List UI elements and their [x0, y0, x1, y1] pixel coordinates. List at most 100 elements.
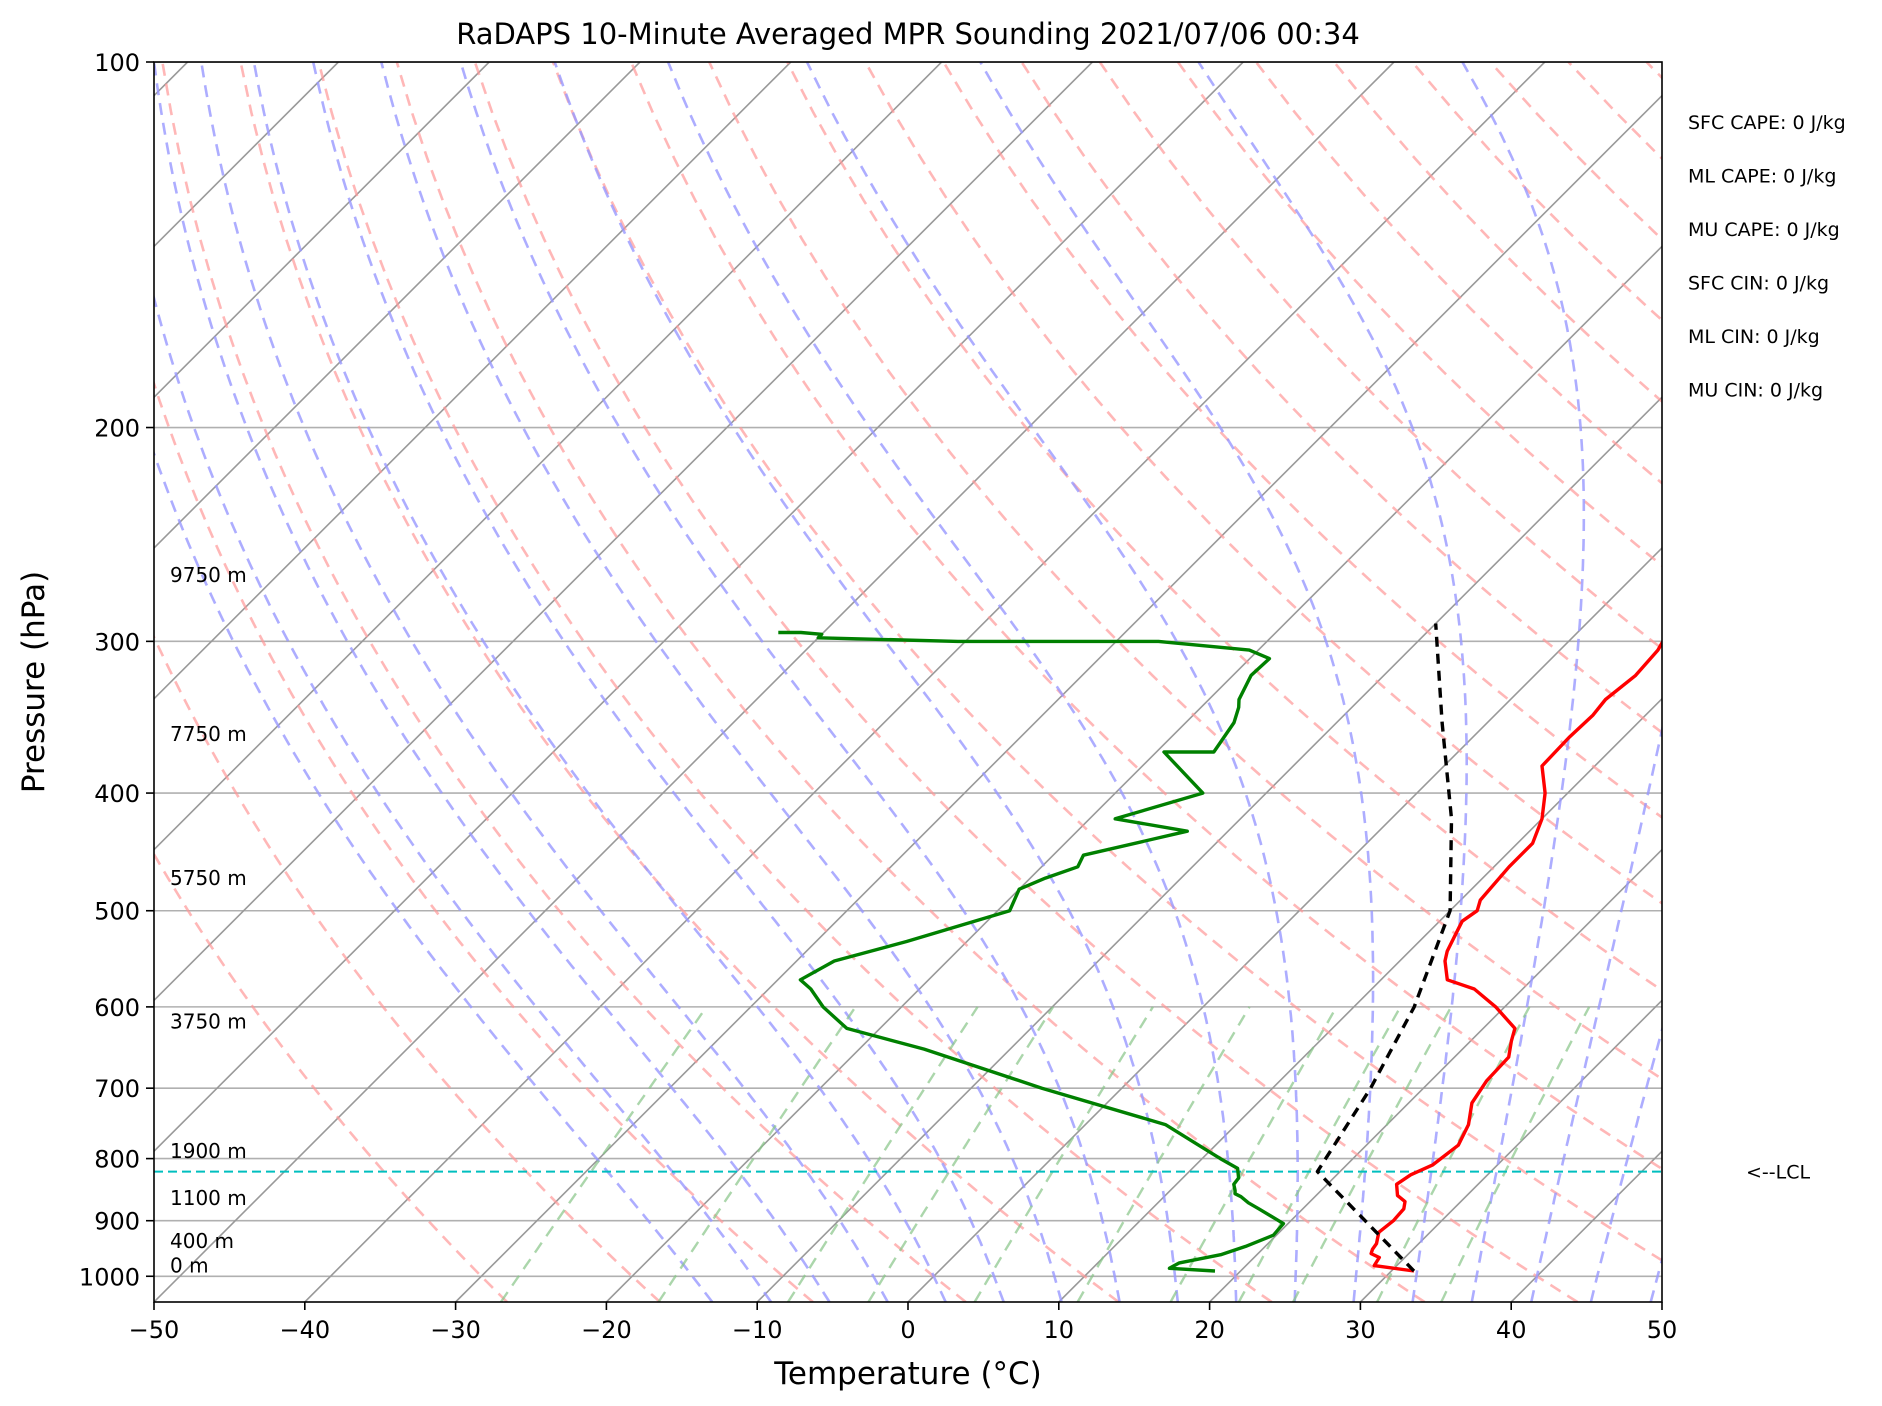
height-label: 0 m [170, 1253, 209, 1277]
mixing-ratio-line [786, 1006, 979, 1302]
dry-adiabat-line [1567, 62, 1662, 161]
moist-adiabat-line [553, 62, 1180, 1302]
dry-adiabat-line [239, 62, 1120, 1302]
dry-adiabat-line [1333, 62, 1662, 404]
profile-line-0 [1369, 639, 1662, 1273]
profile-lines [154, 623, 1662, 1273]
x-tick-label: −10 [732, 1316, 783, 1344]
moist-adiabat-line [154, 293, 773, 1302]
dry-adiabat-line [154, 379, 814, 1302]
dry-adiabat-line [473, 62, 1579, 1302]
y-tick-label: 700 [94, 1075, 140, 1103]
dry-adiabat-line [1176, 62, 1662, 568]
dry-adiabat-line [1489, 62, 1662, 242]
mixing-ratio-line [1440, 1006, 1591, 1302]
mixing-ratio-line [1076, 1006, 1251, 1302]
dry-adiabat-line [1725, 62, 1882, 1302]
dry-adiabat-line [1254, 62, 1662, 485]
isotherm-line [1510, 1150, 1662, 1302]
moist-adiabat-line [1649, 1255, 1662, 1302]
x-tick-label: 40 [1496, 1316, 1527, 1344]
stat-line: ML CAPE: 0 J/kg [1688, 166, 1836, 188]
dry-adiabat-line [1645, 62, 1662, 80]
moist-adiabat-line [979, 62, 1375, 1302]
moist-adiabat-line [311, 62, 1005, 1302]
dry-adiabat-line [864, 62, 1662, 905]
x-tick-label: 30 [1345, 1316, 1376, 1344]
isotherm-line [455, 94, 1662, 1302]
moist-adiabat-line [1461, 62, 1586, 1302]
dry-adiabat-line [786, 62, 1662, 992]
x-tick-label: 20 [1194, 1316, 1225, 1344]
moist-adiabat-line [154, 62, 831, 1302]
isotherm-line [154, 62, 792, 700]
mixing-ratio-line [499, 1006, 708, 1302]
moist-adiabat-line [154, 449, 714, 1302]
height-label: 7750 m [170, 722, 247, 746]
mixing-ratio-line [1292, 1006, 1453, 1302]
isotherm-line [154, 62, 943, 851]
moist-adiabat-line [1530, 723, 1662, 1302]
dry-adiabat-line [317, 62, 1273, 1302]
x-tick-label: 10 [1044, 1316, 1075, 1344]
isotherm-line [154, 62, 1093, 1002]
stat-line: SFC CIN: 0 J/kg [1688, 273, 1829, 295]
y-tick-label: 200 [94, 415, 140, 443]
y-tick-label: 900 [94, 1208, 140, 1236]
dry-adiabat-line [942, 62, 1662, 819]
mixing-ratio-line [1237, 1006, 1402, 1302]
x-tick-label: 50 [1647, 1316, 1678, 1344]
dry-adiabat-line [1411, 62, 1662, 322]
y-tick-label: 300 [94, 628, 140, 656]
stat-line: MU CIN: 0 J/kg [1688, 380, 1823, 402]
dry-adiabat-line [161, 62, 967, 1302]
height-label: 3750 m [170, 1010, 247, 1034]
y-tick-label: 400 [94, 780, 140, 808]
dry-adiabat-line [154, 634, 661, 1302]
isotherm-line [1209, 848, 1662, 1302]
isotherm-line [907, 546, 1662, 1302]
background-lines [154, 62, 1882, 1302]
moist-adiabat-line [1589, 1025, 1662, 1302]
moist-adiabat-line [666, 62, 1238, 1302]
height-label: 1900 m [170, 1139, 247, 1163]
x-tick-label: −50 [129, 1316, 180, 1344]
mixing-ratio-line [973, 1006, 1154, 1302]
isotherm-line [154, 62, 1395, 1302]
y-tick-label: 500 [94, 898, 140, 926]
y-tick-label: 600 [94, 994, 140, 1022]
profile-line-1 [778, 630, 1286, 1273]
isotherm-line [154, 62, 1244, 1153]
moist-adiabat-line [459, 62, 1121, 1302]
isotherm-line [154, 62, 490, 399]
x-tick-label: 0 [900, 1316, 915, 1344]
moist-adiabat-line [1197, 62, 1468, 1302]
dry-adiabat-line [551, 62, 1662, 1262]
moist-adiabat-line [200, 62, 889, 1302]
x-tick-label: −30 [430, 1316, 481, 1344]
isotherm-line [1058, 697, 1662, 1302]
dry-adiabat-line [395, 62, 1426, 1302]
height-label: 400 m [170, 1229, 234, 1253]
y-tick-label: 100 [94, 49, 140, 77]
parameter-stats: SFC CAPE: 0 J/kg ML CAPE: 0 J/kg MU CAPE: … [1688, 112, 1846, 402]
isotherm-line [304, 62, 1546, 1302]
dry-adiabat-line [629, 62, 1662, 1171]
axis-ticks: −50 −40 −30 −20 −10 0 10 20 30 40 50 100 200 300 400 50… [79, 49, 1677, 1344]
y-tick-label: 800 [94, 1146, 140, 1174]
chart-title: RaDAPS 10-Minute Averaged MPR Sounding 2… [456, 17, 1360, 51]
isotherm-line [605, 245, 1662, 1302]
stat-line: SFC CAPE: 0 J/kg [1688, 112, 1846, 134]
x-axis-label: Temperature (°C) [773, 1356, 1042, 1392]
isotherm-line [154, 62, 641, 550]
moist-adiabat-line [252, 62, 947, 1302]
stat-line: ML CIN: 0 J/kg [1688, 326, 1820, 348]
dry-adiabat-line [708, 62, 1662, 1081]
isotherm-line [1359, 999, 1662, 1302]
isotherm-line [1661, 1300, 1662, 1302]
height-label: 9750 m [170, 563, 247, 587]
lcl-label: <--LCL [1746, 1162, 1810, 1184]
mixing-ratio-line [657, 1006, 857, 1302]
dry-adiabat-line [1020, 62, 1662, 735]
